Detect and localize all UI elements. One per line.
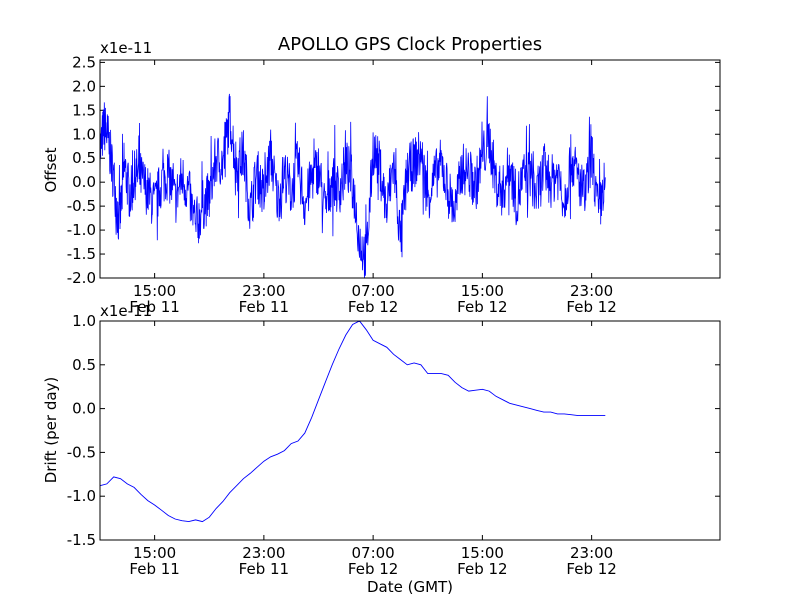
drift-series <box>99 320 606 523</box>
offset-x-tick-time: 07:00 <box>352 282 395 300</box>
offset-y-tick-label: 1.5 <box>72 101 96 119</box>
drift-panel: x1e-11 Drift (per day) Date (GMT) -1.5 -1… <box>42 302 721 596</box>
offset-plot-frame <box>99 59 721 279</box>
drift-x-tick-date: Feb 12 <box>348 560 398 578</box>
offset-x-tick-date: Feb 11 <box>239 298 289 316</box>
drift-x-tick-date: Feb 12 <box>566 560 616 578</box>
drift-y-tick-label: 1.0 <box>72 312 96 330</box>
drift-y-tick-label: -0.5 <box>67 443 96 461</box>
drift-x-tick-date: Feb 11 <box>129 560 179 578</box>
offset-y-tick-label: 1.0 <box>72 125 96 143</box>
drift-y-tick-label: 0.0 <box>72 400 96 418</box>
offset-y-tick-label: -1.5 <box>67 245 96 263</box>
offset-y-multiplier: x1e-11 <box>100 39 152 57</box>
offset-x-tick-date: Feb 12 <box>348 298 398 316</box>
offset-ticks: -2.0-1.5-1.0-0.50.00.51.01.52.02.515:00F… <box>67 53 720 316</box>
drift-y-tick-label: -1.5 <box>67 531 96 549</box>
offset-y-tick-label: -0.5 <box>67 197 96 215</box>
offset-x-tick-date: Feb 12 <box>566 298 616 316</box>
drift-y-multiplier: x1e-11 <box>100 302 152 320</box>
drift-x-tick-date: Feb 11 <box>239 560 289 578</box>
offset-y-tick-label: 2.5 <box>72 53 96 71</box>
offset-y-tick-label: 0.0 <box>72 173 96 191</box>
chart-title: APOLLO GPS Clock Properties <box>278 34 542 55</box>
offset-x-tick-time: 15:00 <box>133 282 176 300</box>
offset-series <box>99 93 606 279</box>
drift-x-tick-time: 23:00 <box>242 544 285 562</box>
offset-y-tick-label: -2.0 <box>67 269 96 287</box>
offset-x-tick-date: Feb 12 <box>457 298 507 316</box>
drift-x-tick-time: 23:00 <box>570 544 613 562</box>
offset-y-axis-label: Offset <box>42 147 60 192</box>
drift-x-tick-time: 15:00 <box>133 544 176 562</box>
offset-series-line <box>99 93 606 279</box>
offset-panel: APOLLO GPS Clock Properties x1e-11 Offse… <box>42 34 721 316</box>
drift-y-axis-label: Drift (per day) <box>42 377 60 484</box>
offset-y-tick-label: 2.0 <box>72 77 96 95</box>
offset-x-tick-date: Feb 11 <box>129 298 179 316</box>
offset-x-tick-time: 23:00 <box>242 282 285 300</box>
offset-x-tick-time: 23:00 <box>570 282 613 300</box>
drift-x-tick-time: 07:00 <box>352 544 395 562</box>
offset-y-tick-label: -1.0 <box>67 221 96 239</box>
drift-x-axis-label: Date (GMT) <box>367 578 453 596</box>
drift-plot-frame <box>99 320 721 541</box>
drift-y-tick-label: 0.5 <box>72 356 96 374</box>
offset-x-tick-time: 15:00 <box>461 282 504 300</box>
offset-y-tick-label: 0.5 <box>72 149 96 167</box>
drift-series-line <box>99 320 606 523</box>
drift-x-tick-time: 15:00 <box>461 544 504 562</box>
drift-y-tick-label: -1.0 <box>67 487 96 505</box>
drift-x-tick-date: Feb 12 <box>457 560 507 578</box>
